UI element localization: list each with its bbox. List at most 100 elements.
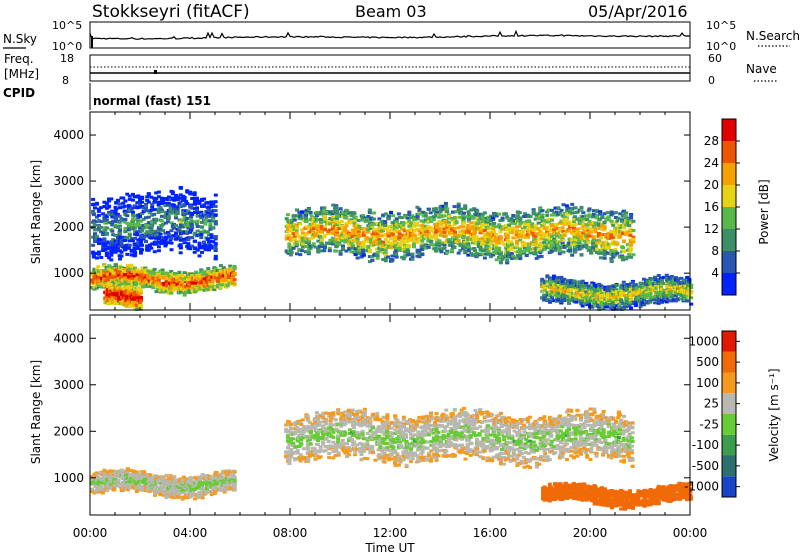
power-cell	[96, 265, 100, 268]
power-cell	[320, 239, 324, 242]
power-cell	[510, 240, 514, 243]
power-cell	[570, 203, 574, 206]
power-cell	[444, 205, 448, 208]
freq-left-unit: [MHz]	[4, 67, 39, 81]
power-cell	[629, 217, 633, 220]
power-cell	[406, 240, 410, 243]
power-cell	[323, 228, 327, 231]
power-cell	[220, 283, 224, 286]
power-cell	[362, 245, 366, 248]
power-cell	[471, 254, 475, 257]
power-cell	[631, 220, 635, 223]
power-cell	[153, 268, 157, 271]
power-cell	[233, 278, 237, 281]
power-cell	[603, 221, 607, 224]
power-cell	[390, 255, 394, 258]
power-cell	[621, 246, 625, 249]
power-cell	[518, 257, 522, 260]
power-cell	[109, 197, 113, 200]
power-cell	[437, 239, 441, 242]
power-cell	[372, 212, 376, 215]
power-cell	[340, 220, 344, 223]
power-cell	[581, 211, 585, 214]
power-cell	[587, 241, 591, 244]
power-cell	[457, 239, 461, 242]
power-cell	[550, 250, 554, 253]
freq-left-tick-low: 8	[62, 74, 69, 87]
power-cell	[467, 245, 471, 248]
power-cell	[118, 232, 122, 235]
power-cell	[335, 233, 339, 236]
power-cell	[298, 223, 302, 226]
power-cell	[521, 231, 525, 234]
power-cell	[568, 221, 572, 224]
power-cell	[95, 235, 99, 238]
power-cell	[505, 259, 509, 262]
power-cell	[105, 227, 109, 230]
power-cell	[497, 247, 501, 250]
power-cell	[507, 226, 511, 229]
power-cell	[561, 226, 565, 229]
power-cell	[445, 207, 449, 210]
power-cell	[687, 278, 691, 281]
power-cell	[618, 303, 622, 306]
power-cell	[457, 205, 461, 208]
power-cell	[179, 291, 183, 294]
power-cell	[120, 255, 124, 258]
power-cell	[572, 227, 576, 230]
power-cell	[123, 205, 127, 208]
power-cell	[576, 228, 580, 231]
power-cell	[286, 213, 290, 216]
noise-left-tick-high: 10^5	[52, 19, 82, 32]
power-cell	[574, 249, 578, 252]
power-cell	[107, 205, 111, 208]
power-cell	[406, 249, 410, 252]
power-cell	[93, 240, 97, 243]
power-cell	[498, 230, 502, 233]
power-cell	[307, 208, 311, 211]
power-cell	[357, 233, 361, 236]
beam-title: Beam 03	[355, 2, 427, 21]
power-cell	[368, 250, 372, 253]
power-cell	[372, 218, 376, 221]
power-cell	[506, 244, 510, 247]
power-cell	[534, 225, 538, 228]
power-cell	[429, 236, 433, 239]
power-cell	[91, 203, 95, 206]
cpid-mode: normal (fast) 151	[93, 94, 211, 108]
power-cell	[139, 304, 143, 307]
power-cell	[469, 221, 473, 224]
power-cell	[233, 266, 237, 269]
power-cell	[475, 209, 479, 212]
power-cell	[565, 218, 569, 221]
power-cell	[105, 232, 109, 235]
power-cell	[344, 225, 348, 228]
power-cell	[114, 249, 118, 252]
power-region-4	[91, 186, 218, 261]
power-cell	[550, 296, 554, 299]
power-cell	[398, 236, 402, 239]
power-cell	[323, 215, 327, 218]
freq-left-tick-high: 18	[60, 52, 74, 65]
power-cell	[105, 251, 109, 254]
power-cell	[401, 223, 405, 226]
power-cell	[339, 207, 343, 210]
power-cell	[361, 249, 365, 252]
power-cell	[627, 253, 631, 256]
power-cell	[653, 301, 657, 304]
power-region-3	[540, 274, 693, 311]
power-cell	[102, 237, 106, 240]
power-cell	[588, 246, 592, 249]
power-cell	[339, 253, 343, 256]
power-cell	[344, 216, 348, 219]
power-cell	[420, 248, 424, 251]
power-cell	[418, 208, 422, 211]
power-cell	[562, 239, 566, 242]
power-cell	[125, 214, 129, 217]
power-cell	[304, 214, 308, 217]
power-cell	[440, 250, 444, 253]
power-cell	[568, 249, 572, 252]
power-cell	[376, 257, 380, 260]
power-cell	[298, 253, 302, 256]
